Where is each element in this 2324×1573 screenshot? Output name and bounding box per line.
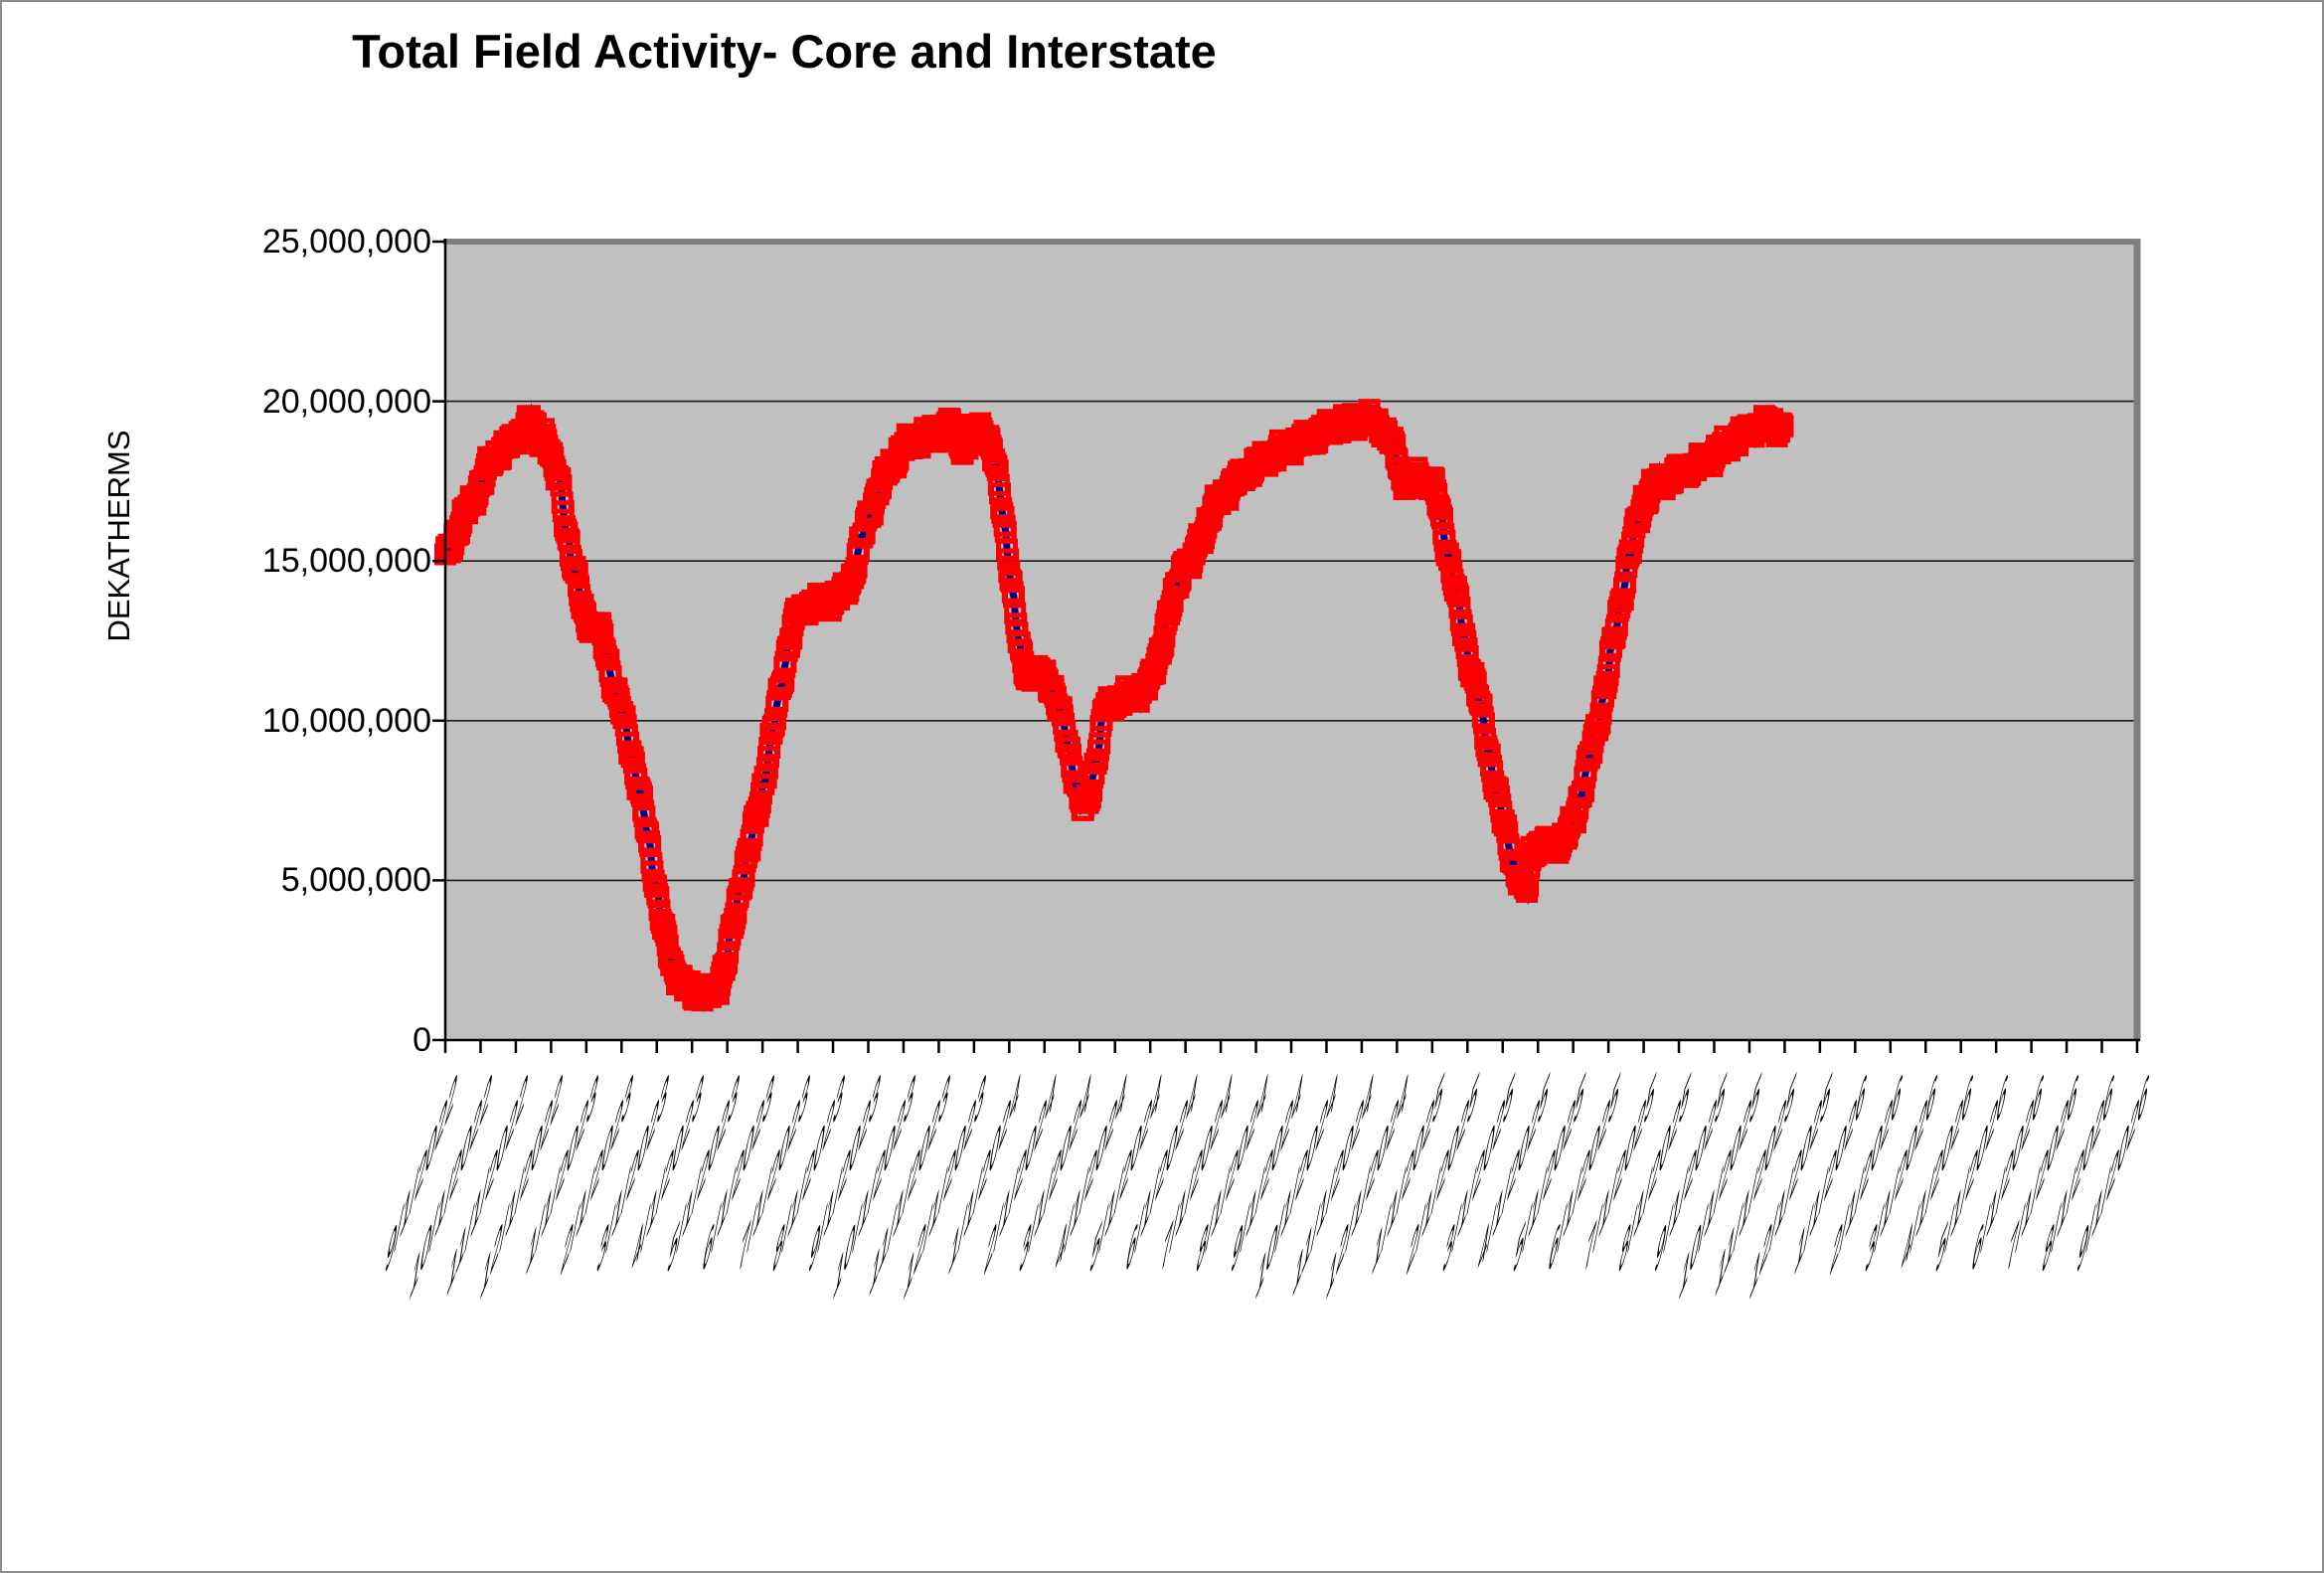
y-axis-tick-label: 15,000,000 <box>261 542 431 581</box>
data-markers <box>434 399 1794 1012</box>
y-axis-tick-label: 20,000,000 <box>261 382 431 421</box>
y-axis-tick-label: 25,000,000 <box>261 223 431 261</box>
y-axis-tick-label: 5,000,000 <box>280 861 431 900</box>
y-axis-tick-label: 0 <box>413 1021 431 1059</box>
y-axis-tick-label: 10,000,000 <box>261 701 431 740</box>
plot-background <box>445 242 2137 1040</box>
chart-title: Total Field Activity- Core and Interstat… <box>352 25 1217 78</box>
